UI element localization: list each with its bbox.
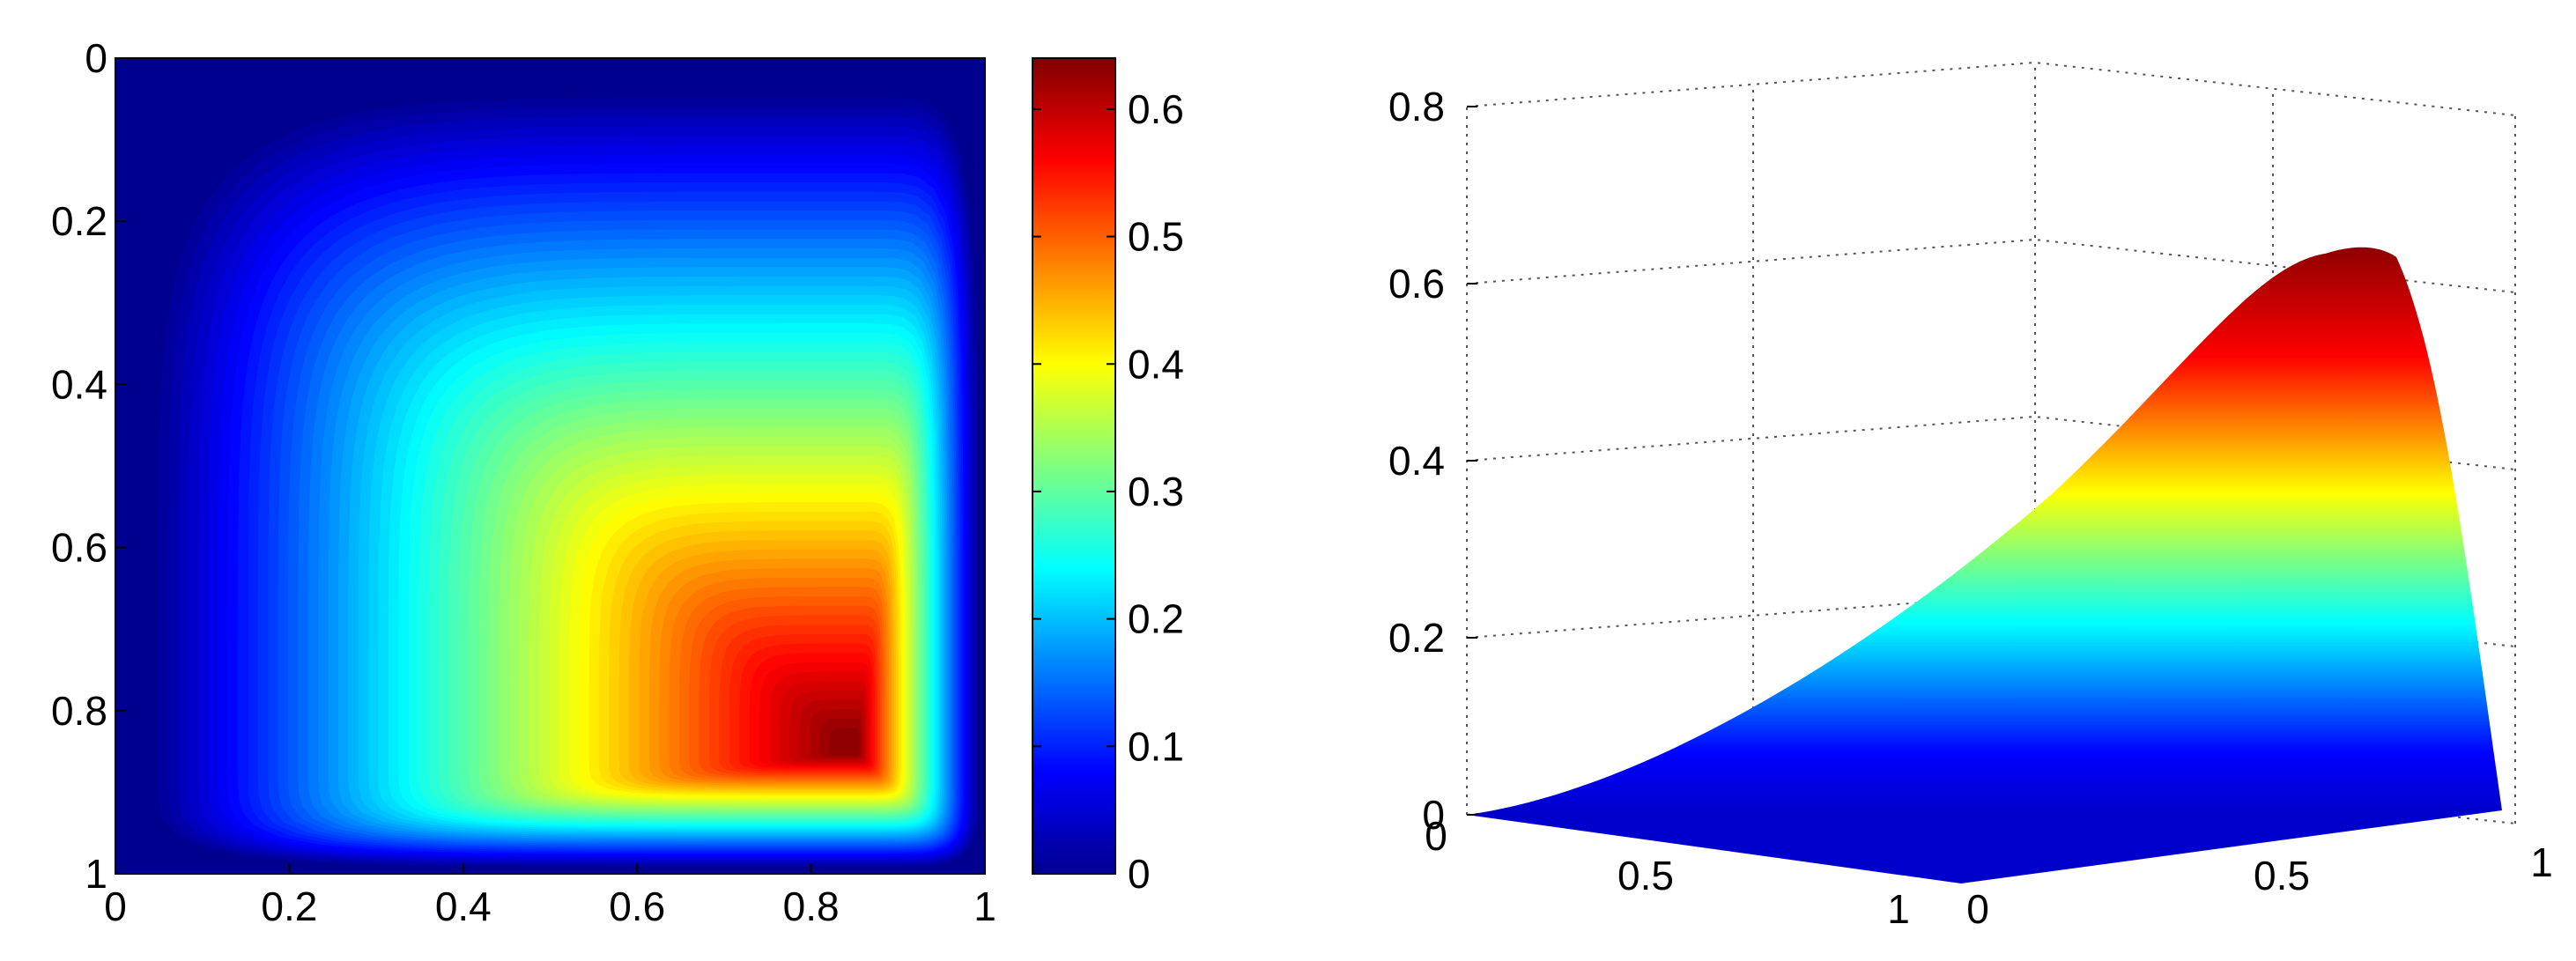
x-tick-label: 1: [973, 883, 996, 929]
colorbar-tick-label: 0.6: [1128, 86, 1184, 132]
colorbar: 0 0.1 0.2 0.3 0.4 0.5 0.6: [1032, 57, 1184, 897]
surface-plot: 0 0.2 0.4 0.6 0.8 0 0.5 1 0 0.5 1: [1388, 61, 2553, 932]
y-tick-label: 0.4: [51, 361, 107, 407]
contour-level: [829, 728, 859, 756]
colorbar-tick-label: 0.1: [1128, 723, 1184, 769]
colorbar-tick-label: 0.4: [1128, 341, 1184, 387]
y-tick-label: 1: [85, 851, 107, 897]
heatmap-y-ticks: 0 0.2 0.4 0.6 0.8 1: [51, 35, 126, 897]
colorbar-tick-label: 0.2: [1128, 596, 1184, 642]
y-tick-label: 0.2: [51, 198, 107, 244]
x-tick-label: 0.6: [609, 883, 665, 929]
x-tick-label: 0.2: [261, 883, 317, 929]
colorbar-tick-label: 0.3: [1128, 469, 1184, 514]
z-grid-line: [1466, 61, 2516, 116]
surface-shape: [1467, 247, 2502, 883]
z-tick-label: 0: [1422, 792, 1445, 838]
y-tick-label: 0.6: [51, 525, 107, 571]
surface-ticks: 0 0.2 0.4 0.6 0.8 0 0.5 1 0 0.5 1: [1388, 84, 2553, 932]
heatmap-contours: [147, 88, 980, 869]
left-axis-tick-label: 0: [1425, 813, 1447, 859]
y-tick-label: 0: [85, 35, 107, 81]
left-axis-tick-label: 1: [1887, 886, 1910, 932]
x-tick-label: 0.8: [783, 883, 840, 929]
colorbar-ticks: 0 0.1 0.2 0.3 0.4 0.5 0.6: [1033, 86, 1184, 897]
x-tick-label: 0.4: [435, 883, 492, 929]
left-axis-tick-label: 0.5: [1617, 853, 1674, 898]
z-tick-label: 0.6: [1388, 261, 1445, 307]
colorbar-tick-label: 0: [1128, 851, 1151, 897]
heatmap-frame: [115, 57, 986, 875]
right-axis-tick-label: 0: [1966, 886, 1989, 932]
z-tick-label: 0.2: [1388, 615, 1445, 661]
z-tick-label: 0.4: [1388, 438, 1445, 484]
colorbar-gradient: [1032, 57, 1116, 875]
x-tick-label: 0: [104, 883, 127, 929]
heatmap-plot: 0 0.2 0.4 0.6 0.8 1 0 0.2 0.4 0.6 0.8 1: [51, 35, 996, 929]
heatmap-x-ticks: 0 0.2 0.4 0.6 0.8 1: [104, 863, 996, 929]
right-axis-tick-label: 1: [2530, 839, 2553, 885]
y-tick-label: 0.8: [51, 688, 107, 734]
z-tick-label: 0.8: [1388, 84, 1445, 129]
right-axis-tick-label: 0.5: [2254, 853, 2310, 898]
colorbar-tick-label: 0.5: [1128, 214, 1184, 260]
